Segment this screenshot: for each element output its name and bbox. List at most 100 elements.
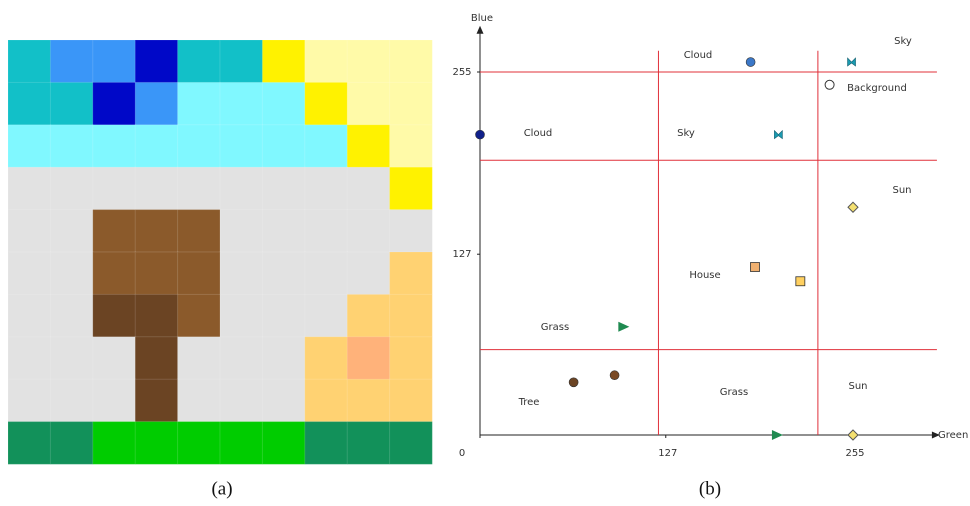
annotation: Cloud [684,50,713,61]
y-tick-label: 127 [452,249,471,260]
pixel [50,252,93,295]
pixel [220,125,263,168]
pixel [135,40,178,83]
pixel [135,379,178,422]
pixel [8,337,51,380]
pixel [305,379,348,422]
figure: (a) (b) Blue Green 0127255127255CloudSky… [0,0,970,506]
pixel [93,82,136,125]
pixel [305,337,348,380]
annotation: Cloud [524,128,553,139]
pixel [220,40,263,83]
pixel [347,252,390,295]
pixel [262,210,305,253]
pixel [178,252,221,295]
pixel [93,337,136,380]
pixel [390,40,433,83]
pixel [8,82,51,125]
caption: (b) [699,478,721,499]
pixel [262,82,305,125]
pixel [93,125,136,168]
pixel [8,422,51,465]
pixel [135,422,178,465]
pixel [305,422,348,465]
pixel [347,82,390,125]
pixel [220,337,263,380]
pixel [135,167,178,210]
pixel [220,422,263,465]
arrow [477,26,484,34]
pixel [8,167,51,210]
pixel [178,210,221,253]
pixel [347,210,390,253]
pixel [390,252,433,295]
pixel [8,379,51,422]
pixel [135,125,178,168]
pixel [390,337,433,380]
pixel [50,125,93,168]
annotation: Sky [894,36,912,47]
annotation: House [689,270,720,281]
annotation: Grass [720,387,748,398]
pixel [178,125,221,168]
x-tick-label: 127 [658,448,677,459]
pixel [178,294,221,337]
pixel [347,125,390,168]
pixel [8,294,51,337]
data-point [796,277,805,286]
pixel [178,40,221,83]
pixel [50,422,93,465]
pixel [93,294,136,337]
pixel [262,40,305,83]
pixel [8,210,51,253]
pixel [50,294,93,337]
pixel [305,167,348,210]
pixel [390,167,433,210]
pixel [50,210,93,253]
pixel [262,252,305,295]
data-point [746,58,755,67]
pixel [347,40,390,83]
pixel [93,40,136,83]
x-tick-label: 255 [845,448,864,459]
pixel [390,294,433,337]
pixel [93,210,136,253]
pixel [93,422,136,465]
pixel [390,379,433,422]
pixel [347,167,390,210]
pixel [305,82,348,125]
pixel [135,294,178,337]
caption: (a) [211,478,232,499]
annotation: Background [847,83,907,94]
pixel [135,82,178,125]
pixel [93,379,136,422]
pixel [220,379,263,422]
pixel [178,337,221,380]
pixel [347,337,390,380]
data-point [825,80,834,89]
pixel [262,422,305,465]
pixel [178,167,221,210]
annotation: Grass [541,322,569,333]
pixel [50,379,93,422]
data-point [848,58,856,66]
pixel [390,125,433,168]
pixel [220,294,263,337]
pixel [135,252,178,295]
pixel [305,294,348,337]
pixel [305,40,348,83]
pixel [305,252,348,295]
data-point [476,130,485,139]
pixel [262,125,305,168]
pixel [220,252,263,295]
annotation: Sun [848,381,867,392]
data-point [750,263,759,272]
data-point [610,371,619,380]
data-point [848,430,858,440]
pixel [8,252,51,295]
annotation: Tree [518,397,540,408]
pixel [305,210,348,253]
data-point [848,202,858,212]
pixel [220,167,263,210]
pixel [50,82,93,125]
